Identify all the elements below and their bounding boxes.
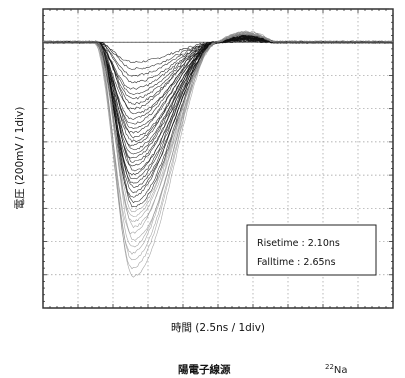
x-axis-label: 時間 (2.5ns / 1div) xyxy=(171,322,265,334)
figure-caption: 陽電子線源 xyxy=(178,363,231,376)
waveform-trace xyxy=(42,30,394,278)
y-axis-label: 電圧 (200mV / 1div) xyxy=(14,107,26,210)
waveform-traces xyxy=(42,30,394,278)
isotope-mass-number: 22 xyxy=(325,363,334,371)
falltime-annotation: Falltime : 2.65ns xyxy=(257,257,336,268)
source-isotope: 22Na xyxy=(325,363,348,376)
isotope-element: Na xyxy=(334,365,348,376)
legend-box xyxy=(246,224,377,276)
plot-area xyxy=(42,8,394,309)
risetime-annotation: Risetime : 2.10ns xyxy=(257,238,340,249)
legend: Risetime : 2.10ns Falltime : 2.65ns xyxy=(246,224,377,276)
waveform-trace xyxy=(42,31,394,261)
